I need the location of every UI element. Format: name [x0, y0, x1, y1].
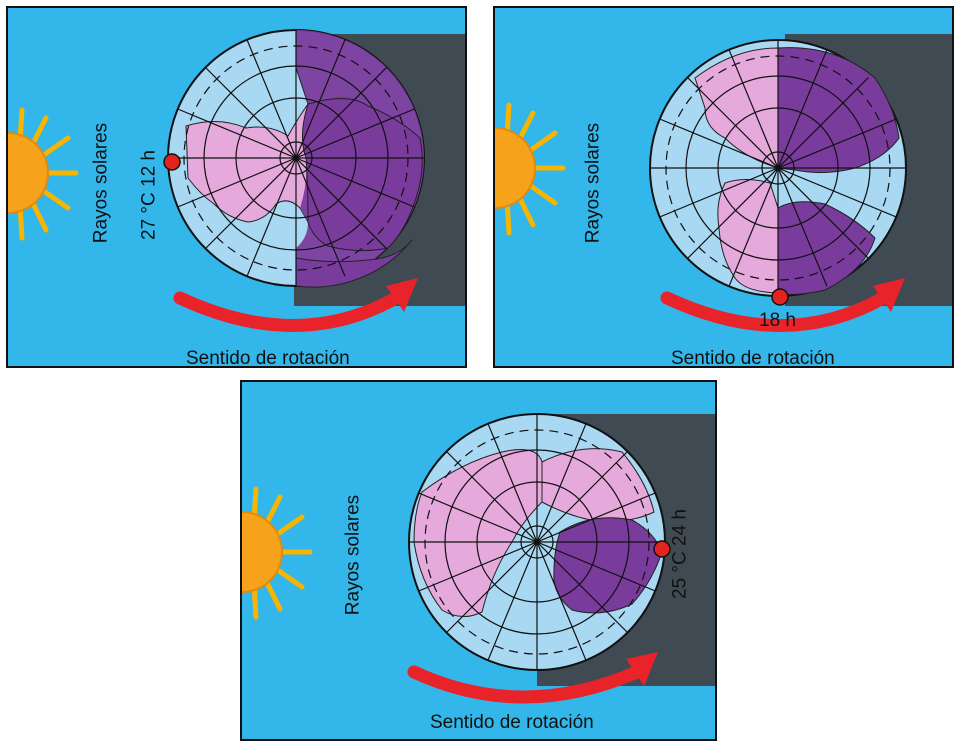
sun-icon: [8, 107, 79, 241]
rotation-direction-label: Sentido de rotación: [186, 348, 350, 368]
solar-rays-label: Rayos solares: [90, 122, 112, 244]
panel-noon-illustration: [8, 29, 465, 332]
sun-icon: [242, 486, 313, 620]
location-marker: [653, 540, 671, 558]
location-marker: [771, 288, 789, 306]
temperature-time-reading: 27 °C 12 h: [138, 150, 160, 240]
diagram-panel-midnight: Rayos solares 25 °C 24 h Sentido de rota…: [240, 380, 717, 741]
rotation-arrow: [407, 652, 658, 704]
rotation-arrow: [173, 278, 418, 332]
rotation-arrow: [660, 278, 905, 332]
rotation-direction-label: Sentido de rotación: [671, 348, 835, 368]
location-marker: [163, 153, 181, 171]
rotation-direction-label: Sentido de rotación: [430, 712, 594, 733]
diagram-panel-evening: Rayos solares 18 h Sentido de rotación: [493, 6, 954, 368]
globe-south-pole-view: [167, 29, 425, 288]
solar-rays-label: Rayos solares: [342, 494, 364, 616]
temperature-time-reading: 25 °C 24 h: [669, 509, 691, 599]
sun-icon: [495, 102, 566, 236]
solar-rays-label: Rayos solares: [582, 122, 604, 244]
panel-evening-illustration: [495, 34, 952, 332]
panel-midnight-illustration: [242, 413, 715, 704]
globe-south-pole-view: [408, 413, 666, 671]
globe-south-pole-view: [649, 39, 907, 297]
time-reading: 18 h: [759, 310, 796, 331]
diagram-panel-noon: Rayos solares 27 °C 12 h Sentido de rota…: [6, 6, 467, 368]
